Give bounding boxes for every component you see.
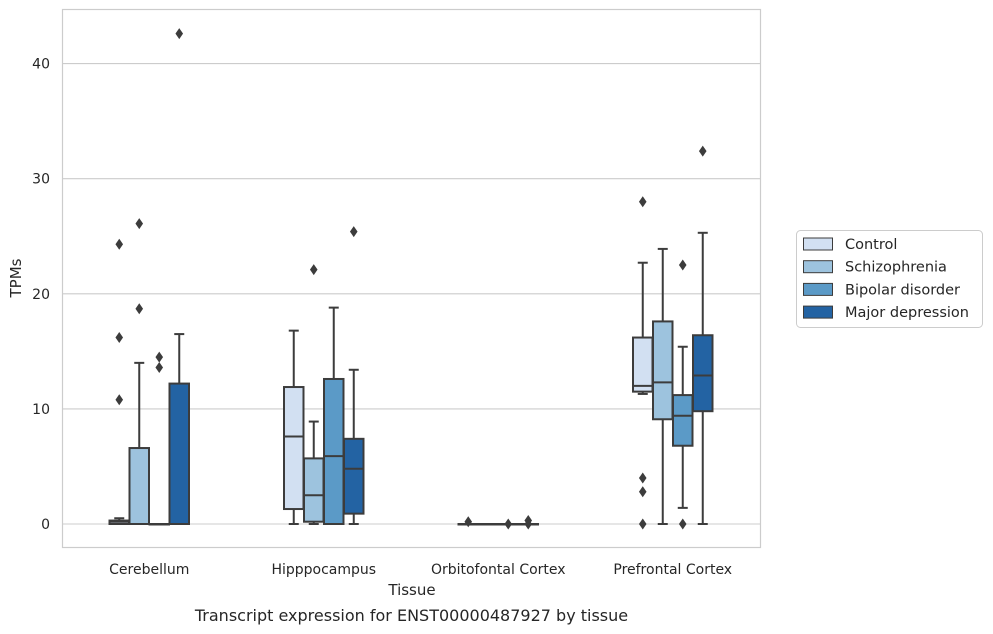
- box-1-1: [303, 264, 325, 525]
- outlier-point: [698, 145, 707, 157]
- y-axis-ticks: 0 10 20 30 40: [32, 57, 50, 533]
- box-2-2: [497, 518, 519, 530]
- legend-swatch: [803, 305, 833, 319]
- box-iqr: [692, 334, 714, 413]
- box-3-3: [692, 145, 714, 525]
- outlier-point: [638, 196, 647, 208]
- box-3-0: [632, 196, 654, 530]
- box-iqr: [672, 394, 694, 447]
- y-tick-label: 40: [32, 57, 50, 73]
- x-tick-label: Orbitofontal Cortex: [431, 562, 566, 578]
- box-1-0: [283, 329, 305, 525]
- y-tick-label: 30: [32, 172, 50, 188]
- box-2-1: [477, 523, 499, 526]
- y-tick-label: 10: [32, 402, 50, 418]
- outlier-point: [115, 394, 124, 406]
- outlier-point: [678, 518, 687, 530]
- box-iqr: [652, 320, 674, 421]
- outlier-point: [175, 28, 184, 40]
- outlier-point: [135, 218, 144, 230]
- box-iqr: [343, 437, 365, 515]
- legend-frame: [796, 230, 983, 328]
- outlier-point: [524, 515, 533, 527]
- box-iqr: [303, 457, 325, 523]
- x-axis-label: Tissue: [387, 581, 435, 599]
- outlier-point: [638, 472, 647, 484]
- box-0-1: [128, 218, 150, 525]
- plot-area-frame: [61, 8, 762, 549]
- outlier-point: [115, 238, 124, 250]
- legend-label: Control: [845, 237, 897, 253]
- box-iqr: [323, 377, 345, 525]
- outlier-point: [155, 351, 164, 363]
- legend-label: Bipolar disorder: [845, 282, 960, 298]
- box-iqr: [283, 386, 305, 511]
- box-0-0: [108, 238, 130, 525]
- box-iqr: [128, 447, 150, 525]
- box-3-1: [652, 247, 674, 525]
- box-2-0: [457, 516, 479, 528]
- outlier-point: [309, 264, 318, 276]
- x-axis-ticks: Cerebellum Hipppocampus Orbitofontal Corte…: [109, 562, 732, 578]
- outlier-point: [349, 226, 358, 238]
- gridlines: [62, 63, 760, 525]
- box-0-2: [148, 351, 170, 526]
- outlier-point: [115, 332, 124, 344]
- x-tick-label: Prefrontal Cortex: [613, 562, 732, 578]
- box-3-2: [672, 259, 694, 530]
- y-axis-label: TPMs: [7, 258, 25, 298]
- y-tick-label: 0: [41, 517, 50, 533]
- outlier-point: [504, 518, 513, 530]
- legend-label: Major depression: [845, 305, 969, 321]
- box-iqr: [632, 336, 654, 393]
- box-1-3: [343, 226, 365, 525]
- box-iqr: [168, 382, 190, 525]
- outlier-point: [678, 259, 687, 271]
- legend: Control Schizophrenia Bipolar disorder Majo…: [796, 230, 983, 328]
- legend-swatch: [803, 282, 833, 296]
- legend-swatch: [803, 237, 833, 251]
- box-1-2: [323, 306, 345, 525]
- outlier-point: [638, 518, 647, 530]
- legend-swatch: [803, 260, 833, 274]
- outlier-point: [638, 486, 647, 498]
- outlier-point: [135, 303, 144, 315]
- box-series: [108, 28, 714, 530]
- outlier-point: [155, 361, 164, 373]
- chart-caption: Transcript expression for ENST0000048792…: [194, 606, 629, 625]
- box-0-3: [168, 28, 190, 525]
- box-2-3: [517, 515, 539, 530]
- outlier-point: [464, 516, 473, 528]
- x-tick-label: Hipppocampus: [271, 562, 376, 578]
- x-tick-label: Cerebellum: [109, 562, 189, 578]
- legend-label: Schizophrenia: [845, 260, 947, 276]
- y-tick-label: 20: [32, 287, 50, 303]
